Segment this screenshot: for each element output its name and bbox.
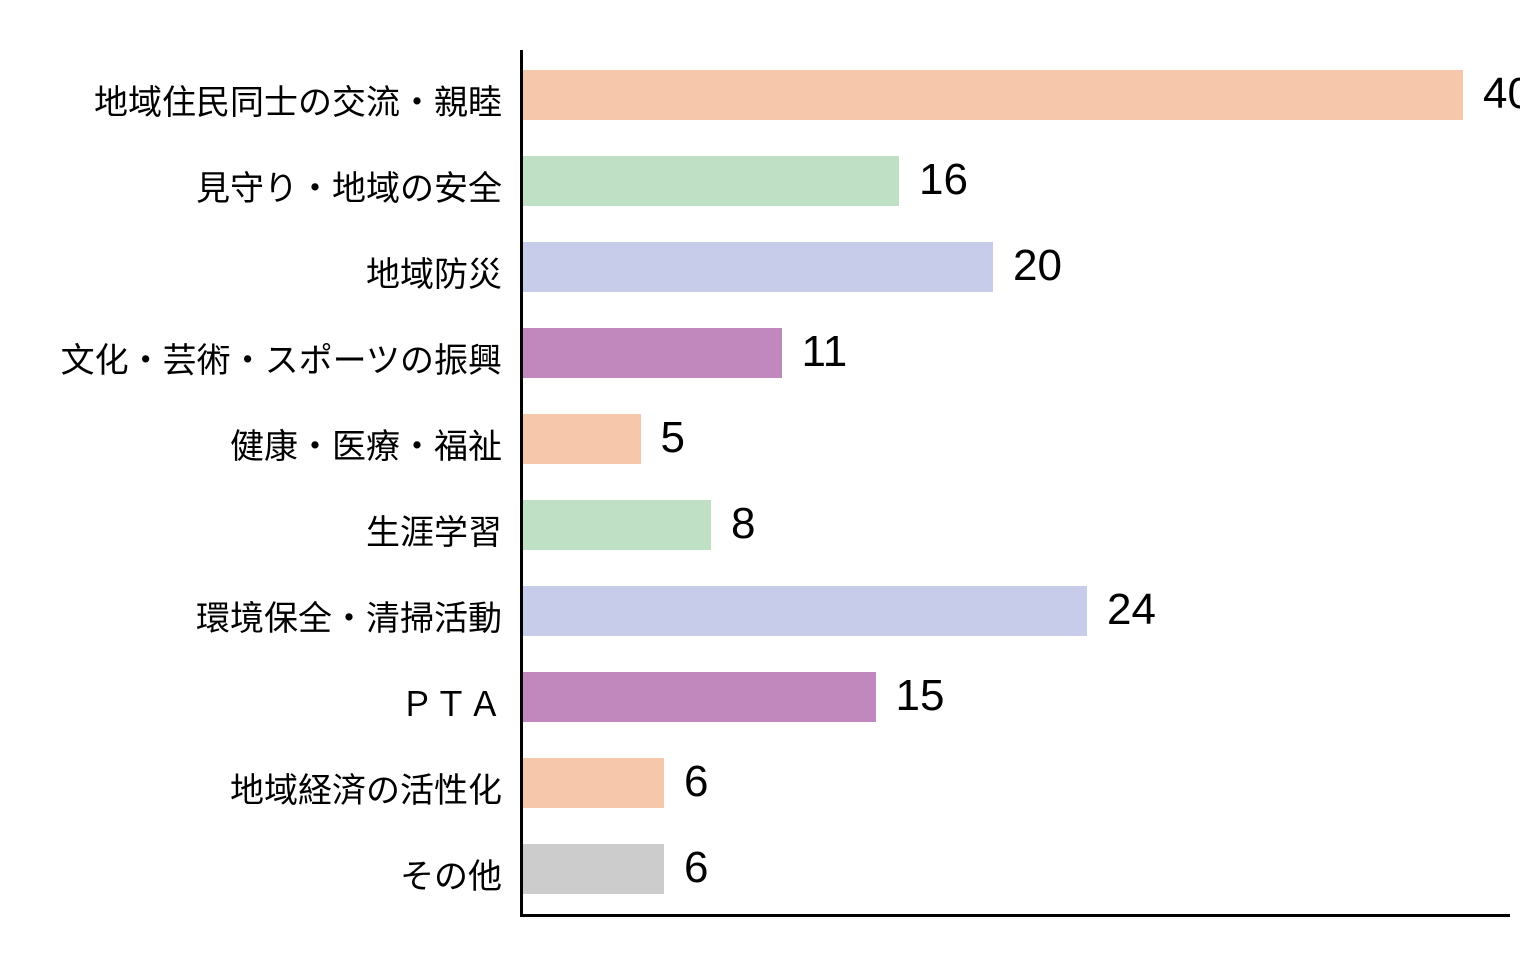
- bar: [523, 328, 782, 378]
- bar-label: 地域住民同士の交流・親睦: [94, 75, 502, 124]
- bar-value: 8: [731, 499, 755, 549]
- bar: [523, 672, 876, 722]
- y-axis: [520, 50, 523, 914]
- bar-value: 11: [802, 327, 848, 377]
- bar-label: ＰＴＡ: [400, 677, 502, 726]
- bar-value: 40: [1483, 69, 1520, 119]
- bar-label: 地域経済の活性化: [230, 763, 502, 812]
- bar-label: 健康・医療・福祉: [230, 419, 502, 468]
- bar: [523, 414, 641, 464]
- bar: [523, 156, 899, 206]
- bar: [523, 586, 1087, 636]
- bar-chart: 地域住民同士の交流・親睦40見守り・地域の安全16地域防災20文化・芸術・スポー…: [50, 40, 1470, 940]
- bar-label: 生涯学習: [366, 505, 502, 554]
- bar-value: 16: [919, 155, 968, 205]
- bar: [523, 500, 711, 550]
- bar-label: 地域防災: [366, 247, 502, 296]
- bar-value: 20: [1013, 241, 1062, 291]
- bar-label: 環境保全・清掃活動: [196, 591, 502, 640]
- bar-value: 5: [661, 413, 685, 463]
- bar-label: 文化・芸術・スポーツの振興: [61, 333, 502, 382]
- bar: [523, 844, 664, 894]
- x-axis: [520, 914, 1510, 917]
- bar: [523, 70, 1463, 120]
- bar-label: その他: [400, 849, 502, 898]
- bar-value: 6: [684, 757, 708, 807]
- bar-value: 24: [1107, 585, 1156, 635]
- bar: [523, 758, 664, 808]
- bar: [523, 242, 993, 292]
- bar-label: 見守り・地域の安全: [196, 161, 502, 210]
- bar-value: 15: [896, 671, 945, 721]
- bar-value: 6: [684, 843, 708, 893]
